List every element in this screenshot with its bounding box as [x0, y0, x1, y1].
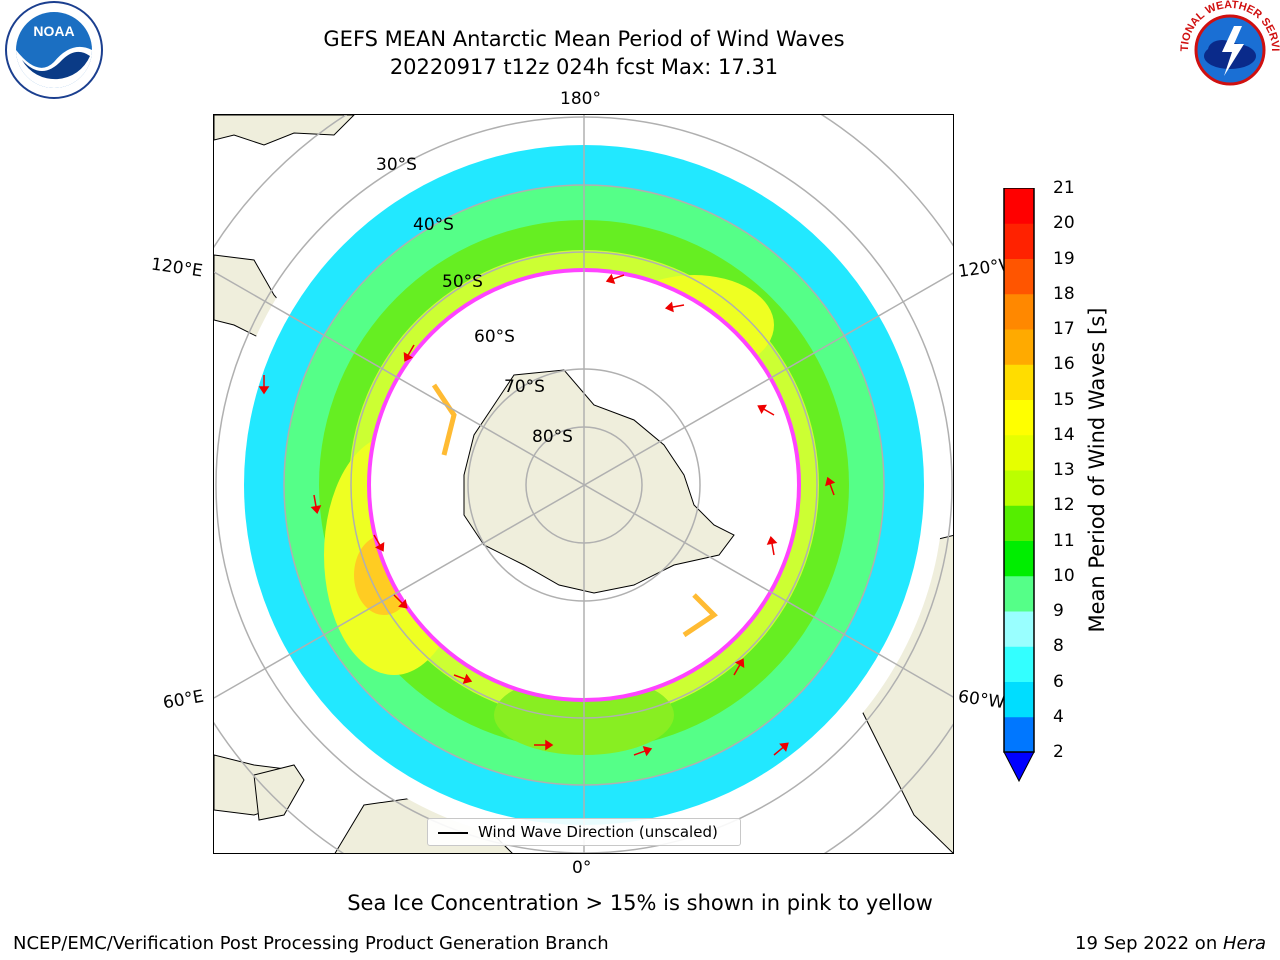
colorbar-band: [1004, 223, 1034, 259]
wave-direction-arrows: [258, 273, 836, 757]
wave-arrow: [773, 742, 789, 756]
colorbar-tick-label: 2: [1053, 742, 1064, 762]
footer-organization: NCEP/EMC/Verification Post Processing Pr…: [13, 933, 609, 954]
lon-label-60w: 60°W: [956, 686, 1007, 714]
legend-line-swatch: [438, 832, 468, 834]
lat-label-60s: 60°S: [474, 327, 515, 347]
colorbar-extend-arrow: [1003, 751, 1035, 783]
wave-arrow: [605, 273, 625, 284]
wave-arrow: [393, 594, 408, 609]
wave-arrow: [403, 344, 415, 362]
noaa-logo: NOAA: [2, 0, 106, 108]
colorbar-tick-label: 10: [1053, 565, 1075, 586]
colorbar-bands: [1004, 188, 1034, 753]
lat-label-50s: 50°S: [442, 272, 483, 292]
wave-arrow: [373, 534, 385, 552]
colorbar-tick-label: 16: [1053, 354, 1075, 375]
wave-arrow: [733, 658, 745, 676]
colorbar-tick-label: 4: [1053, 706, 1064, 727]
lon-label-0: 0°: [572, 858, 592, 878]
colorbar-band: [1004, 364, 1034, 400]
colorbar-band: [1004, 329, 1034, 365]
wave-arrow: [633, 746, 653, 757]
graticule: [214, 115, 953, 853]
lat-label-70s: 70°S: [504, 377, 545, 397]
map-title: GEFS MEAN Antarctic Mean Period of Wind …: [323, 27, 845, 51]
lon-label-60e: 60°E: [161, 686, 206, 714]
colorbar-band: [1004, 611, 1034, 647]
colorbar-label: Mean Period of Wind Waves [s]: [1085, 307, 1109, 633]
colorbar-tick-label: 18: [1053, 283, 1075, 304]
colorbar-tick-label: 6: [1053, 671, 1064, 692]
wave-arrow: [766, 535, 778, 556]
colorbar-band: [1004, 399, 1034, 436]
land-antarctica: [463, 369, 735, 594]
map-legend: Wind Wave Direction (unscaled): [427, 818, 741, 846]
colorbar-band: [1004, 681, 1034, 718]
map-subtitle: 20220917 t12z 024h fcst Max: 17.31: [389, 55, 779, 79]
map-canvas: 30°S 40°S 50°S 60°S 70°S 80°S: [214, 115, 953, 853]
colorbar-band: [1004, 258, 1034, 295]
polar-map: 30°S 40°S 50°S 60°S 70°S 80°S: [213, 114, 954, 854]
lat-label-40s: 40°S: [413, 215, 454, 235]
colorbar-band: [1004, 646, 1034, 682]
lon-label-180: 180°: [560, 89, 601, 109]
colorbar-tick-label: 17: [1053, 319, 1075, 339]
wave-arrow: [825, 476, 836, 496]
footer-date: 19 Sep 2022 on Hera: [1075, 933, 1266, 954]
wave-arrow: [757, 404, 775, 416]
colorbar-band: [1004, 188, 1034, 224]
colorbar-band: [1004, 505, 1034, 541]
colorbar-tick-label: 15: [1053, 389, 1075, 410]
colorbar-tick-label: 14: [1053, 424, 1075, 445]
colorbar-tick-label: 9: [1053, 601, 1064, 621]
wave-arrow: [258, 375, 270, 395]
colorbar-band: [1004, 293, 1034, 330]
colorbar-band: [1004, 434, 1034, 471]
colorbar-tick-label: 20: [1053, 213, 1075, 234]
nws-logo: NATIONAL WEATHER SERVICE: [1174, 0, 1280, 108]
footer-date-text: 19 Sep 2022 on: [1075, 933, 1223, 954]
wave-arrow: [310, 494, 322, 515]
colorbar: [1000, 187, 1040, 792]
colorbar-tick-label: 19: [1053, 248, 1075, 269]
footer-machine: Hera: [1222, 933, 1266, 954]
colorbar-band: [1004, 470, 1034, 506]
colorbar-tick-label: 11: [1053, 530, 1075, 551]
sea-ice-caption: Sea Ice Concentration > 15% is shown in …: [347, 891, 933, 915]
lat-label-80s: 80°S: [532, 427, 573, 447]
colorbar-band: [1004, 716, 1034, 753]
lat-label-30s: 30°S: [376, 155, 417, 175]
colorbar-tick-label: 8: [1053, 636, 1064, 657]
wave-arrow: [664, 301, 685, 313]
land-australia: [214, 115, 355, 146]
lon-label-120e: 120°E: [149, 254, 204, 282]
wave-arrow: [453, 673, 473, 684]
wave-arrow: [534, 739, 554, 751]
noaa-logo-text: NOAA: [33, 23, 74, 39]
colorbar-tick-label: 13: [1053, 460, 1075, 480]
colorbar-band: [1004, 540, 1034, 577]
land-madagascar: [253, 764, 305, 821]
legend-label: Wind Wave Direction (unscaled): [478, 823, 718, 841]
colorbar-tick-label: 21: [1053, 178, 1075, 198]
colorbar-tick-label: 12: [1053, 495, 1075, 516]
colorbar-band: [1004, 575, 1034, 612]
